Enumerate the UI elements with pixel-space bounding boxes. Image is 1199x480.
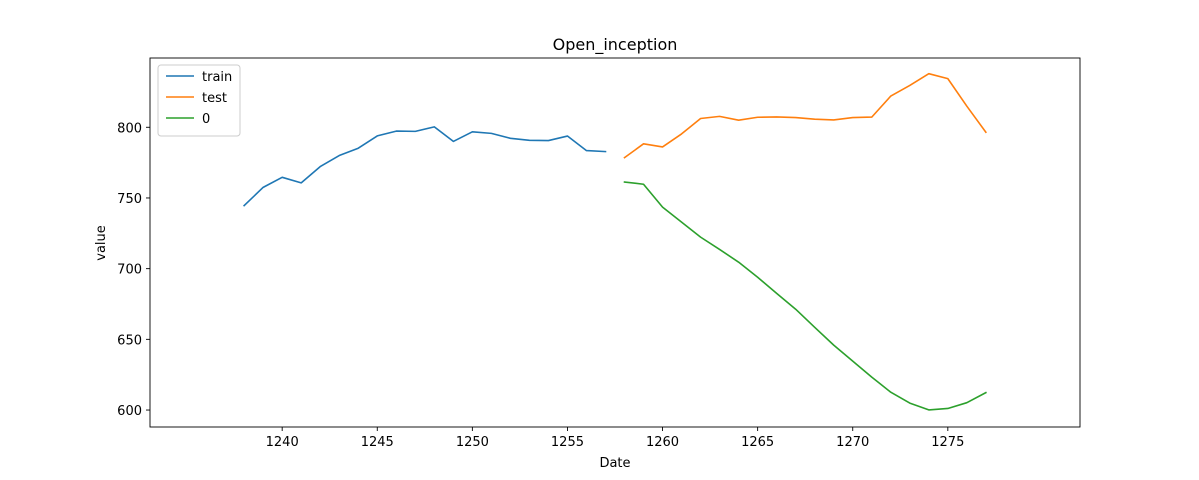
- legend-label: train: [202, 70, 232, 85]
- legend-label: test: [202, 91, 227, 106]
- y-tick-label: 650: [117, 333, 142, 348]
- series-line-test: [623, 72, 987, 159]
- x-tick-label: 1250: [456, 435, 489, 450]
- x-tick-label: 1255: [551, 435, 584, 450]
- y-tick-label: 800: [117, 121, 142, 136]
- legend-label: 0: [202, 112, 210, 127]
- y-tick-label: 600: [117, 404, 142, 419]
- x-tick-label: 1270: [836, 435, 869, 450]
- axes-frame: [149, 57, 1081, 428]
- series-line-0: [623, 181, 987, 411]
- y-tick-label: 750: [117, 192, 142, 207]
- x-tick-label: 1240: [266, 435, 299, 450]
- x-tick-label: 1260: [646, 435, 679, 450]
- legend: train test 0: [157, 64, 241, 137]
- x-axis-label: Date: [599, 456, 630, 471]
- chart-title: Open_inception: [553, 35, 678, 55]
- x-tick-label: 1275: [931, 435, 964, 450]
- plot-area: 1240 1245 1250 1255 1260 1265 1270 1275 600 650 70…: [117, 57, 1081, 450]
- x-tick-label: 1245: [361, 435, 394, 450]
- y-axis-label: value: [94, 225, 109, 261]
- x-tick-label: 1265: [741, 435, 774, 450]
- y-tick-label: 700: [117, 263, 142, 278]
- series-line-train: [243, 126, 607, 207]
